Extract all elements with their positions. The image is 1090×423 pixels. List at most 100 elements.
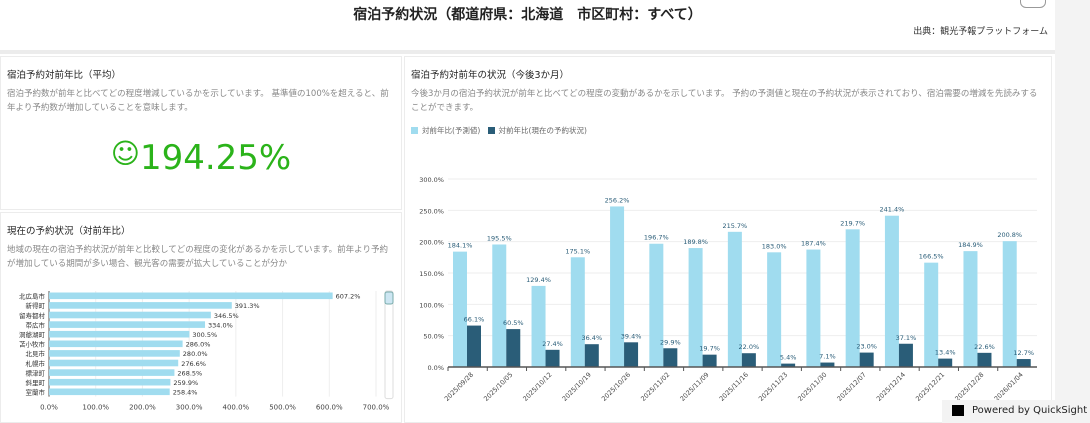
y-tick-label: 0.0% xyxy=(427,364,444,372)
data-label: 7.1% xyxy=(819,353,836,361)
x-tick-label: 2025/10/26 xyxy=(600,371,632,403)
forecast-panel: 宿泊予約対前年の状況（今後3か月） 今後3か月の宿泊予約状況が前年と比べてどの程… xyxy=(404,56,1052,423)
legend-swatch-current xyxy=(487,127,495,134)
x-tick-label: 2026/01/04 xyxy=(993,371,1025,403)
data-label: 184.9% xyxy=(958,241,983,249)
y-tick-label: 100.0% xyxy=(419,301,444,309)
x-tick-label: 2025/12/28 xyxy=(953,371,985,403)
data-label: 23.0% xyxy=(856,343,877,351)
data-label: 19.7% xyxy=(699,345,720,353)
x-tick-label: 0.0% xyxy=(40,404,58,412)
scrollbar-track xyxy=(384,290,394,400)
data-label: 219.7% xyxy=(840,219,865,227)
category-label: 苫小牧市 xyxy=(19,340,46,349)
x-tick-label: 2025/10/12 xyxy=(521,371,553,403)
bar-current xyxy=(545,349,560,367)
bar xyxy=(49,292,333,300)
x-tick-label: 100.0% xyxy=(82,404,109,412)
category-label: 洞爺湖町 xyxy=(19,330,46,339)
y-tick-label: 150.0% xyxy=(419,270,444,278)
kpi-description: 宿泊予約数が前年と比べてどの程度増減しているかを示しています。 基準値の100%… xyxy=(7,89,389,113)
data-label: 13.4% xyxy=(935,349,956,357)
data-label: 184.1% xyxy=(448,242,473,250)
bar-current xyxy=(702,354,717,367)
legend-forecast[interactable]: 対前年比(予測値) xyxy=(422,126,481,135)
data-label: 66.1% xyxy=(464,316,485,324)
bar-current xyxy=(898,343,913,367)
data-label: 346.5% xyxy=(214,312,239,320)
category-label: 帯広市 xyxy=(26,320,46,329)
bar-current xyxy=(584,344,599,367)
data-label: 60.5% xyxy=(503,319,524,327)
bar-forecast xyxy=(453,251,467,367)
kpi-title: 宿泊予約対前年比（平均） xyxy=(7,70,122,81)
bar xyxy=(49,340,183,348)
data-label: 300.5% xyxy=(192,331,217,339)
data-label: 36.4% xyxy=(581,334,602,342)
category-label: 北見市 xyxy=(26,349,46,358)
y-tick-label: 300.0% xyxy=(419,176,444,184)
x-tick-label: 200.0% xyxy=(129,404,156,412)
bar-forecast xyxy=(806,249,821,367)
x-tick-label: 2025/12/07 xyxy=(836,371,868,403)
current-panel: 現在の予約状況（対前年比） 地域の現在の宿泊予約状況が前年と比較してどの程度の変… xyxy=(0,212,402,423)
bar-current xyxy=(820,362,835,367)
quicksight-logo-icon xyxy=(952,405,964,416)
expand-button[interactable] xyxy=(1020,0,1046,8)
ranking-bar-chart: 0.0% 100.0% 200.0% 300.0% 400.0% 500.0% 600.0%… xyxy=(19,290,394,412)
x-tick-label: 2025/11/23 xyxy=(757,371,789,403)
kpi-value-row: ☺194.25% xyxy=(1,137,401,178)
data-label: 27.4% xyxy=(542,340,563,348)
bar-current xyxy=(977,352,992,367)
x-tick-label: 300.0% xyxy=(176,404,203,412)
x-tick-label: 2025/12/14 xyxy=(875,371,907,403)
bar-forecast xyxy=(1002,241,1017,367)
bar-current xyxy=(624,342,639,367)
current-description: 地域の現在の宿泊予約状況が前年と比較してどの程度の変化があるかを示しています。前… xyxy=(7,245,388,269)
bar-forecast xyxy=(688,248,703,367)
data-label: 200.8% xyxy=(997,231,1022,239)
data-label: 37.1% xyxy=(896,334,917,342)
data-label: 22.6% xyxy=(974,343,995,351)
x-tick-label: 500.0% xyxy=(269,404,296,412)
x-tick-label: 2025/12/21 xyxy=(914,371,946,403)
legend-current[interactable]: 対前年比(現在の予約状況) xyxy=(498,126,587,135)
data-label: 187.4% xyxy=(801,240,826,248)
data-label: 166.5% xyxy=(919,253,944,261)
smiley-icon: ☺ xyxy=(110,137,140,170)
y-tick-label: 200.0% xyxy=(419,239,444,247)
category-label: 北広島市 xyxy=(19,292,46,301)
data-label: 22.0% xyxy=(739,343,760,351)
data-label: 276.6% xyxy=(181,360,206,368)
data-label: 195.5% xyxy=(487,234,512,242)
bar-current xyxy=(506,329,521,367)
bar-forecast xyxy=(531,285,546,367)
data-label: 129.4% xyxy=(526,276,551,284)
forecast-bar-chart: 0.0% 50.0% 100.0% 150.0% 200.0% 250.0% 300.0% 1… xyxy=(419,176,1037,403)
bar-forecast xyxy=(845,229,860,367)
bar xyxy=(49,359,179,367)
bar xyxy=(49,388,170,396)
data-label: 39.4% xyxy=(621,332,642,340)
y-tick-label: 50.0% xyxy=(423,333,444,341)
bar-current xyxy=(467,325,481,367)
data-label: 391.3% xyxy=(235,302,260,310)
y-tick-label: 250.0% xyxy=(419,207,444,215)
data-label: 258.4% xyxy=(173,389,198,397)
data-label: 29.9% xyxy=(660,338,681,346)
data-label: 241.4% xyxy=(880,206,905,214)
category-label: 新得町 xyxy=(26,301,46,310)
bar-forecast xyxy=(727,231,742,367)
category-label: 札幌市 xyxy=(26,359,46,368)
quicksight-badge[interactable]: Powered by QuickSight xyxy=(942,400,1090,423)
bar xyxy=(49,321,206,328)
powered-by: Powered by QuickSight xyxy=(972,405,1088,416)
data-label: 607.2% xyxy=(336,293,361,301)
x-tick-label: 600.0% xyxy=(316,404,343,412)
data-label: 183.0% xyxy=(762,242,787,250)
x-tick-label: 2025/11/30 xyxy=(796,371,828,403)
page-title: 宿泊予約状況（都道府県：北海道 市区町村：すべて） xyxy=(353,7,702,23)
x-tick-label: 400.0% xyxy=(223,404,250,412)
bar-forecast xyxy=(649,243,664,367)
scrollbar-thumb[interactable] xyxy=(384,291,394,305)
